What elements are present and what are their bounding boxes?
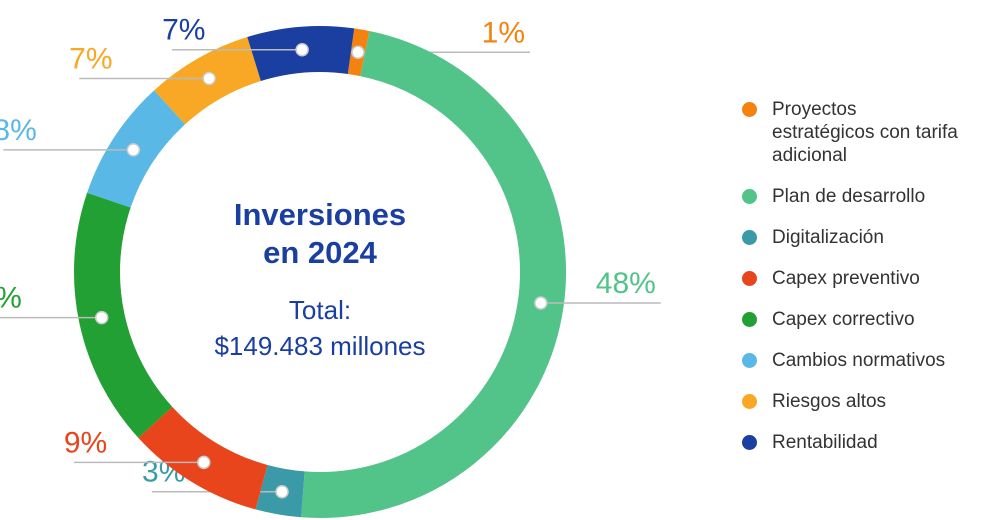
legend-label: Capex correctivo bbox=[772, 309, 915, 330]
legend-swatch bbox=[742, 353, 757, 368]
legend-item: Proyectos estratégicos con tarifa adicio… bbox=[742, 98, 962, 167]
legend-label: Proyectos estratégicos con tarifa adicio… bbox=[772, 99, 958, 166]
legend-item: Plan de desarrollo bbox=[742, 185, 962, 208]
chart-title: Inversiones en 2024 bbox=[233, 197, 407, 270]
leader-dot bbox=[295, 42, 309, 57]
legend-swatch bbox=[742, 230, 757, 245]
value-label: 9% bbox=[64, 426, 107, 459]
value-label: 7% bbox=[162, 14, 205, 47]
total-label: Total: bbox=[288, 295, 352, 325]
value-label: 17% bbox=[0, 282, 22, 315]
donut-segment bbox=[301, 31, 566, 518]
legend-swatch bbox=[742, 271, 757, 286]
legend-label: Digitalización bbox=[772, 227, 884, 248]
legend-item: Capex preventivo bbox=[742, 267, 962, 290]
legend-item: Cambios normativos bbox=[742, 349, 962, 372]
legend-item: Rentabilidad bbox=[742, 431, 962, 454]
legend: Proyectos estratégicos con tarifa adicio… bbox=[742, 98, 982, 472]
legend-label: Cambios normativos bbox=[772, 350, 946, 371]
donut-segment bbox=[87, 90, 186, 208]
total: Total: $149.483 millones bbox=[170, 292, 470, 364]
total-value: $149.483 millones bbox=[214, 331, 426, 361]
value-label: 48% bbox=[596, 267, 656, 300]
value-label: 7% bbox=[69, 42, 112, 75]
legend-item: Digitalización bbox=[742, 226, 962, 249]
legend-label: Rentabilidad bbox=[772, 432, 878, 453]
legend-swatch bbox=[742, 189, 757, 204]
legend-label: Plan de desarrollo bbox=[772, 186, 926, 207]
leader-dot bbox=[275, 484, 289, 499]
leader-dot bbox=[197, 455, 211, 470]
legend-item: Riesgos altos bbox=[742, 390, 962, 413]
leader-dot bbox=[126, 143, 141, 157]
leader-dot bbox=[94, 310, 109, 325]
leader-dot bbox=[351, 45, 365, 60]
legend-item: Capex correctivo bbox=[742, 308, 962, 331]
legend-swatch bbox=[742, 435, 757, 450]
legend-swatch bbox=[742, 394, 757, 409]
value-label: 8% bbox=[0, 114, 37, 147]
leader-dot bbox=[202, 71, 216, 86]
legend-swatch bbox=[742, 312, 757, 327]
leader-dot bbox=[534, 296, 548, 310]
value-label: 1% bbox=[482, 16, 525, 49]
legend-label: Capex preventivo bbox=[772, 268, 920, 289]
donut-segment bbox=[74, 192, 173, 438]
legend-label: Riesgos altos bbox=[772, 391, 887, 412]
legend-swatch bbox=[742, 102, 757, 117]
